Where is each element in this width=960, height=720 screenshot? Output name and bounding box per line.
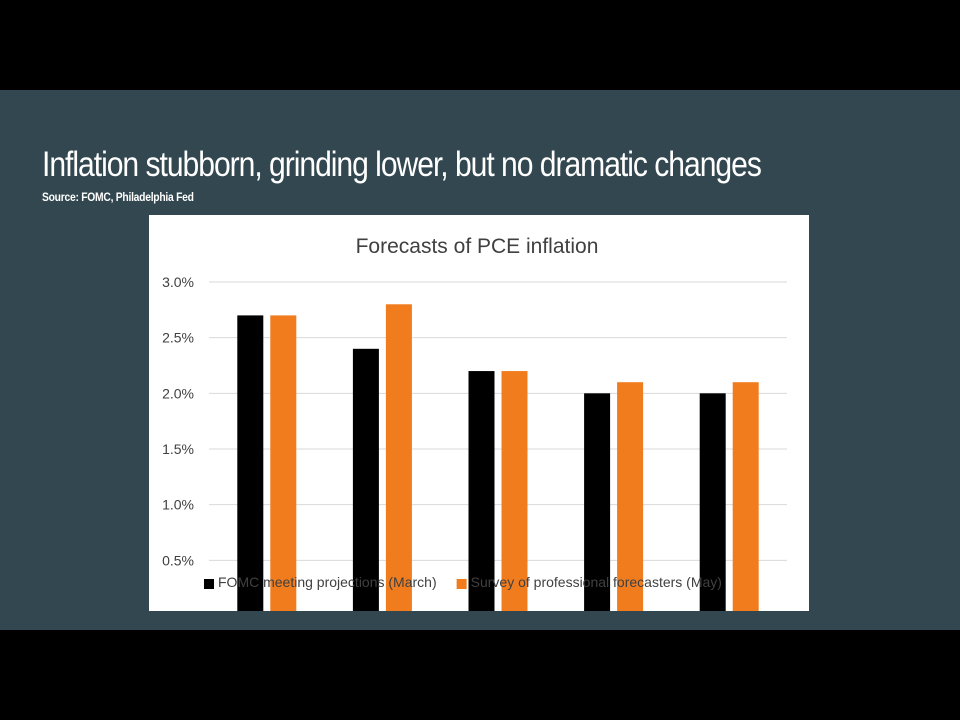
legend-swatch [204, 579, 214, 589]
bar [270, 315, 297, 611]
y-tick-label: 0.0% [162, 608, 194, 611]
bar [352, 348, 379, 611]
slide: Inflation stubborn, grinding lower, but … [0, 90, 960, 630]
y-tick-label: 0.5% [162, 552, 194, 568]
bar [732, 382, 759, 611]
chart-title: Forecasts of PCE inflation [356, 235, 599, 258]
bar [699, 393, 726, 611]
y-tick-label: 2.0% [162, 385, 194, 401]
y-tick-label: 2.5% [162, 330, 194, 346]
pce-inflation-chart: Forecasts of PCE inflation 0.0% 0.5% 1.0% 1… [162, 235, 787, 611]
bars [237, 304, 759, 611]
bar [584, 393, 611, 611]
bar [501, 371, 528, 611]
slide-title: Inflation stubborn, grinding lower, but … [42, 145, 762, 184]
bar [617, 382, 644, 611]
bar [468, 371, 495, 611]
y-tick-label: 1.0% [162, 497, 194, 513]
legend-label: FOMC meeting projections (March) [218, 574, 437, 590]
y-tick-label: 3.0% [162, 274, 194, 290]
legend-label: Survey of professional forecasters (May) [471, 574, 722, 590]
gridlines [209, 281, 787, 561]
slide-source: Source: FOMC, Philadelphia Fed [42, 190, 194, 204]
legend-swatch [456, 579, 467, 589]
y-tick-label: 1.5% [162, 441, 194, 457]
chart-panel: Forecasts of PCE inflation 0.0% 0.5% 1.0% 1… [149, 215, 809, 611]
legend: FOMC meeting projections (March) Survey o… [204, 574, 722, 590]
bar [237, 315, 264, 611]
bar [385, 304, 412, 611]
y-axis-ticks: 0.0% 0.5% 1.0% 1.5% 2.0% 2.5% 3.0% [162, 274, 194, 611]
